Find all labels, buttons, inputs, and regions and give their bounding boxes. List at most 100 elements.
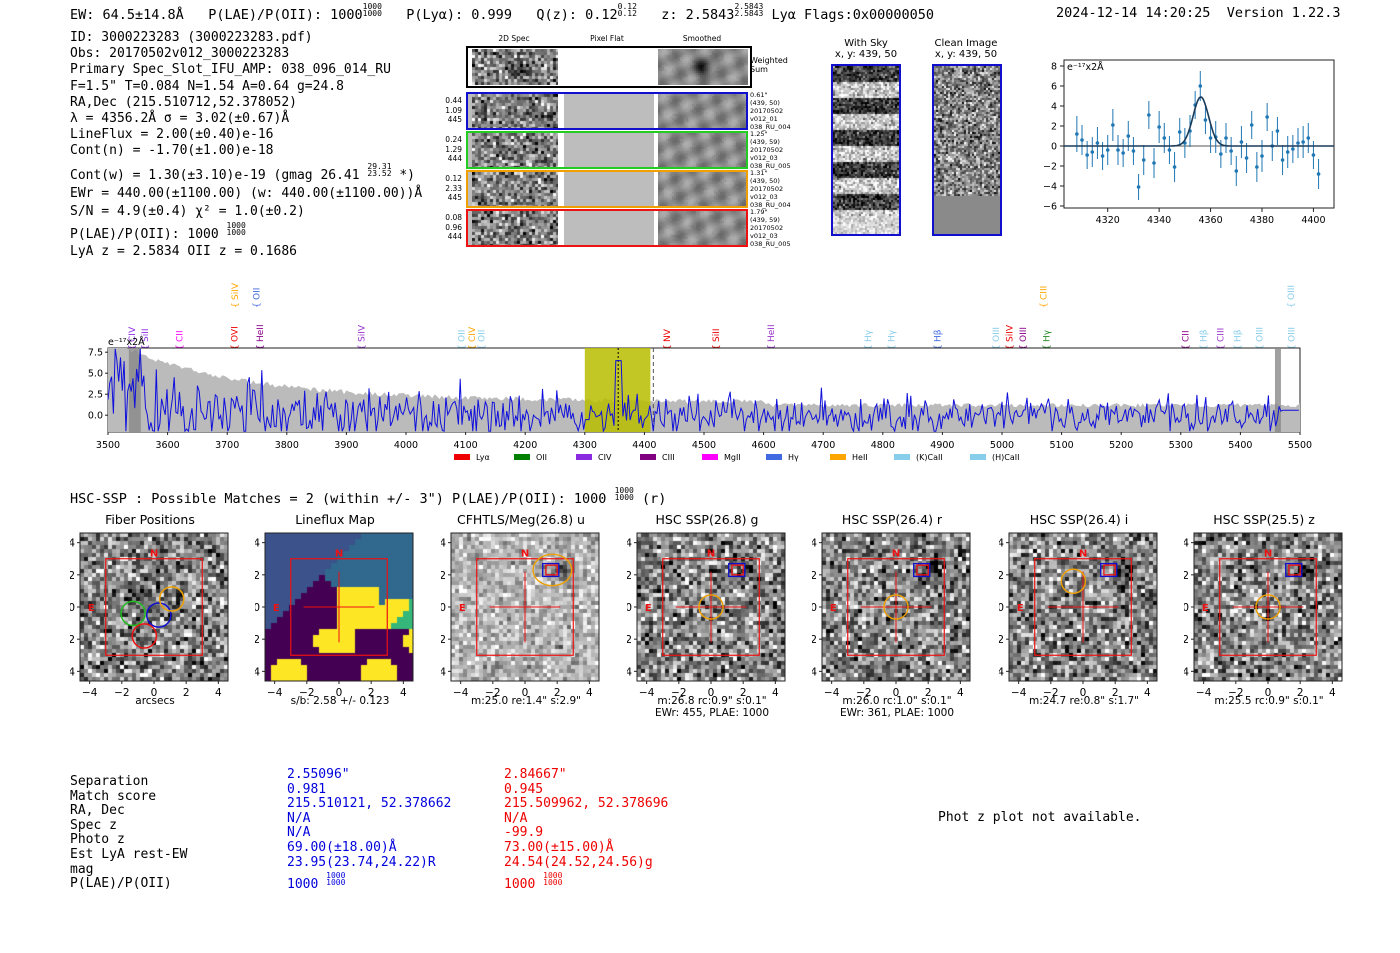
emission-line-label: CII { bbox=[1182, 330, 1192, 350]
info-contn: Cont(n) = -1.70(±1.00)e-18 bbox=[70, 143, 274, 159]
panel-xtick-label: −2 bbox=[485, 687, 500, 699]
header-ew: EW: 64.5±14.8Å bbox=[70, 7, 184, 23]
panel-aperture-box bbox=[1034, 558, 1132, 656]
spec2d-row-divider bbox=[558, 94, 564, 128]
emission-line-bracket: { bbox=[478, 344, 488, 350]
spec2d-row-nums: 0.44 1.09 445 bbox=[445, 96, 462, 124]
panel-source-ellipse bbox=[883, 594, 909, 620]
info-lambda: λ = 4356.2Å σ = 3.02(±0.67)Å bbox=[70, 111, 290, 127]
weighted-smooth-image bbox=[658, 49, 748, 85]
panel-ytick-label: 0 bbox=[70, 602, 75, 614]
full-spectrum-line bbox=[107, 348, 1299, 433]
panel-xtick-label: 0 bbox=[1080, 687, 1087, 699]
spec2d-row: 0.24 1.29 444 1.25" (439, 59) 20170502 v012_0… bbox=[445, 130, 796, 170]
legend-label: (H)CaII bbox=[992, 453, 1019, 462]
panel-north-marker: N bbox=[150, 548, 158, 559]
zoom-xtick-label: 4340 bbox=[1147, 215, 1171, 226]
panel-ytick-label: 2 bbox=[627, 570, 632, 582]
emission-line-label: SiIV { bbox=[231, 282, 241, 308]
emission-line-label: CIV { bbox=[468, 326, 478, 350]
panel-ytick-label: −2 bbox=[999, 634, 1004, 646]
panel-title: HSC SSP(25.5) z bbox=[1213, 512, 1315, 527]
spec2d-row-2d bbox=[472, 94, 558, 128]
zoom-data-point bbox=[1080, 138, 1084, 142]
hsc-summary: HSC-SSP : Possible Matches = 2 (within +… bbox=[70, 486, 667, 508]
spec2d-row-smooth bbox=[658, 211, 746, 245]
emission-line-name: OII bbox=[252, 288, 262, 300]
panel-match-box-blue bbox=[542, 562, 560, 578]
zoom-xtick-label: 4320 bbox=[1096, 215, 1120, 226]
emission-line-bracket: { bbox=[230, 344, 240, 350]
emission-line-bracket: { bbox=[128, 344, 138, 350]
emission-line-bracket: { bbox=[231, 302, 241, 308]
full-xtick-label: 4500 bbox=[692, 440, 716, 451]
emission-line-name: OII bbox=[457, 330, 467, 342]
panel-title: Fiber Positions bbox=[105, 512, 195, 527]
panel-source-ellipse bbox=[1060, 568, 1087, 595]
panel-ytick-label: −2 bbox=[1184, 634, 1189, 646]
emission-line-name: Hβ bbox=[1199, 329, 1209, 342]
panel-source-ellipse bbox=[532, 553, 573, 587]
label-radec: RA, Dec bbox=[70, 803, 125, 819]
blue-photoz: N/A bbox=[287, 825, 311, 841]
spec2d-row-smooth bbox=[658, 172, 746, 206]
panel-xtick-label: 4 bbox=[586, 687, 593, 699]
header-version: Version 1.22.3 bbox=[1226, 5, 1341, 21]
zoom-data-point bbox=[1111, 123, 1115, 127]
panel-xtick-label: −4 bbox=[824, 687, 840, 699]
panel-ytick-label: −4 bbox=[1184, 666, 1189, 678]
panel-title: Lineflux Map bbox=[295, 512, 375, 527]
panel-xtick-label: 0 bbox=[522, 687, 529, 699]
panel-match-box-red bbox=[1103, 564, 1116, 576]
red-match-score: 0.945 bbox=[504, 781, 544, 797]
panel-xtick-label: −2 bbox=[1043, 687, 1058, 699]
full-xtick-label: 4700 bbox=[811, 440, 835, 451]
fiber-circle bbox=[120, 600, 146, 627]
emission-line-label: HeII { bbox=[256, 324, 266, 350]
clean-image bbox=[932, 64, 1002, 236]
panel-ytick-label: −4 bbox=[627, 666, 632, 678]
emission-line-label: OIII { bbox=[1288, 327, 1298, 350]
panel-match-box-blue bbox=[1100, 562, 1118, 578]
panel-ytick-label: 0 bbox=[627, 602, 632, 614]
spec2d-row-nums: 0.12 2.33 445 bbox=[445, 174, 462, 202]
panel-north-marker: N bbox=[521, 548, 529, 559]
spec2d-row-meta: 1.25" (439, 59) 20170502 v012_03 038_RU_005 bbox=[750, 130, 791, 170]
emission-line-bracket: { bbox=[1182, 344, 1192, 350]
imaging-panel: HSC SSP(26.8) g 4 −4 2 −2 0 0 −2 2 −4 4 N E m:26.8 … bbox=[627, 512, 787, 727]
full-legend-entry: OII bbox=[514, 453, 547, 462]
panel-xtick-label: −2 bbox=[114, 687, 129, 699]
zoom-data-point bbox=[1162, 136, 1167, 140]
full-xtick-label: 5100 bbox=[1050, 440, 1074, 451]
panel-aperture-box bbox=[105, 558, 203, 656]
weighted-sum-row bbox=[466, 46, 752, 88]
info-primary: Primary Spec_Slot_IFU_AMP: 038_096_014_R… bbox=[70, 62, 391, 78]
detection-info: ID: 3000223283 (3000223283.pdf) Obs: 201… bbox=[70, 30, 422, 261]
emission-line-name: Hγ bbox=[864, 329, 874, 342]
zoom-data-point bbox=[1075, 132, 1079, 136]
zoom-data-point bbox=[1172, 165, 1177, 169]
imaging-panel: HSC SSP(26.4) r 4 −4 2 −2 0 0 −2 2 −4 4 N E m:26.0 … bbox=[812, 512, 972, 727]
emission-line-name: SiIV bbox=[1006, 324, 1016, 342]
full-legend-entry: (K)CaII bbox=[894, 453, 943, 462]
info-ewr: EWr = 440.00(±1100.00) (w: 440.00(±1100.… bbox=[70, 185, 423, 201]
header-z: z: 2.5843 bbox=[661, 7, 735, 23]
panel-match-box-red bbox=[1288, 564, 1301, 576]
zoom-data-point bbox=[1152, 161, 1156, 165]
panel-east-marker: E bbox=[88, 603, 95, 614]
emission-line-label: Hγ { bbox=[888, 329, 898, 350]
legend-swatch bbox=[894, 454, 910, 460]
panel-north-marker: N bbox=[1264, 548, 1272, 559]
zoom-data-point bbox=[1095, 141, 1100, 145]
emission-line-label: SiIV { bbox=[1006, 324, 1016, 350]
zoom-data-point bbox=[1208, 136, 1213, 140]
zoom-data-point bbox=[1090, 150, 1095, 154]
panel-overlay: 4 −4 2 −2 0 0 −2 2 −4 4 N E bbox=[255, 532, 414, 699]
panel-xtick-label: −4 bbox=[639, 687, 655, 699]
legend-swatch bbox=[454, 454, 470, 460]
zoom-data-point bbox=[1224, 136, 1228, 140]
full-xtick-label: 3500 bbox=[96, 440, 120, 451]
weighted-flat-image bbox=[562, 49, 654, 85]
full-masked-region bbox=[1274, 348, 1281, 432]
legend-swatch bbox=[702, 454, 718, 460]
